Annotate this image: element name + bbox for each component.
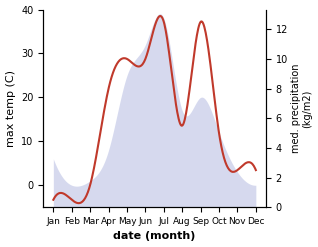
Y-axis label: med. precipitation
(kg/m2): med. precipitation (kg/m2): [291, 64, 313, 153]
X-axis label: date (month): date (month): [114, 231, 196, 242]
Y-axis label: max temp (C): max temp (C): [5, 70, 16, 147]
